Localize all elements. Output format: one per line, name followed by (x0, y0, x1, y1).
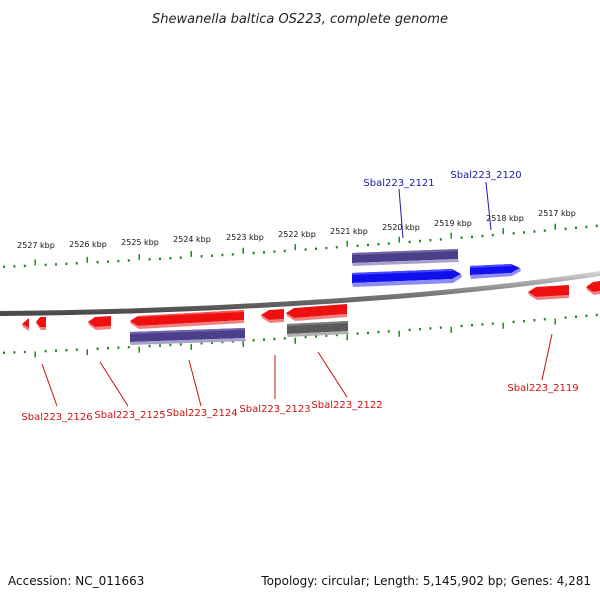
tick-label-2520: 2520 kbp (382, 223, 420, 232)
tick-label-2518: 2518 kbp (486, 214, 524, 223)
leader-sbal223-2120 (485, 181, 492, 231)
feature-2122-other[interactable] (287, 321, 349, 337)
leader-lines (41, 181, 553, 407)
gene-arrow-sbal223-2125[interactable] (130, 310, 244, 329)
gene-label-sbal223-2124[interactable]: Sbal223_2124 (166, 408, 237, 419)
tick-label-2522: 2522 kbp (278, 230, 316, 239)
gene-arrow-sbal223-2119[interactable] (528, 285, 569, 300)
lower-scale-track (3, 313, 598, 358)
gene-label-sbal223-2125[interactable]: Sbal223_2125 (94, 410, 165, 421)
upper-scale-track (3, 223, 598, 268)
tick-label-2523: 2523 kbp (226, 233, 264, 242)
gene-label-sbal223-2119[interactable]: Sbal223_2119 (507, 383, 578, 394)
tick-label-2519: 2519 kbp (434, 219, 472, 228)
leader-sbal223-2119 (541, 333, 553, 381)
genome-summary-text: Topology: circular; Length: 5,145,902 bp… (261, 574, 591, 588)
leader-sbal223-2121 (398, 188, 404, 239)
accession-text: Accession: NC_011663 (8, 574, 145, 588)
gene-labels: Sbal223_2121 Sbal223_2120 Sbal223_2126 S… (21, 170, 578, 423)
gene-label-sbal223-2123[interactable]: Sbal223_2123 (239, 404, 310, 415)
tick-label-2527: 2527 kbp (17, 241, 55, 250)
gene-label-sbal223-2126[interactable]: Sbal223_2126 (21, 412, 92, 423)
gene-arrow-sbal223-2120[interactable] (470, 264, 521, 279)
tick-label-2526: 2526 kbp (69, 240, 107, 249)
gene-arrow-sbal223-2122[interactable] (286, 304, 347, 321)
gene-arrow-sbal223-2123[interactable] (261, 309, 284, 323)
cds-feature-2124[interactable] (130, 328, 246, 345)
reverse-gene-track (22, 281, 600, 331)
gene-arrow-sbal223-2121[interactable] (352, 269, 462, 287)
gene-arrow-edge[interactable] (586, 281, 600, 295)
tick-label-2521: 2521 kbp (330, 227, 368, 236)
scale-labels: 2527 kbp 2526 kbp 2525 kbp 2524 kbp 2523… (17, 209, 576, 250)
tick-label-2517: 2517 kbp (538, 209, 576, 218)
gene-label-sbal223-2120[interactable]: Sbal223_2120 (450, 170, 521, 181)
leader-sbal223-2124 (188, 359, 202, 407)
leader-sbal223-2126 (41, 363, 58, 407)
gene-label-sbal223-2121[interactable]: Sbal223_2121 (363, 178, 434, 189)
forward-cds-track (352, 249, 459, 266)
map-title: Shewanella baltica OS223, complete genom… (152, 12, 448, 27)
leader-sbal223-2125 (99, 361, 129, 407)
forward-gene-track (352, 264, 521, 287)
genome-backbone (0, 271, 600, 316)
reverse-cds-track (130, 321, 349, 345)
cds-feature-2121[interactable] (352, 249, 459, 266)
gene-label-sbal223-2122[interactable]: Sbal223_2122 (311, 400, 382, 411)
gene-arrow-sbal223-2126a[interactable] (22, 318, 29, 331)
gene-arrow-sbal223-2126b[interactable] (36, 317, 46, 330)
leader-sbal223-2122 (317, 351, 348, 398)
tick-label-2525: 2525 kbp (121, 238, 159, 247)
gene-arrow-sbal223-2125a[interactable] (88, 316, 111, 330)
tick-label-2524: 2524 kbp (173, 235, 211, 244)
